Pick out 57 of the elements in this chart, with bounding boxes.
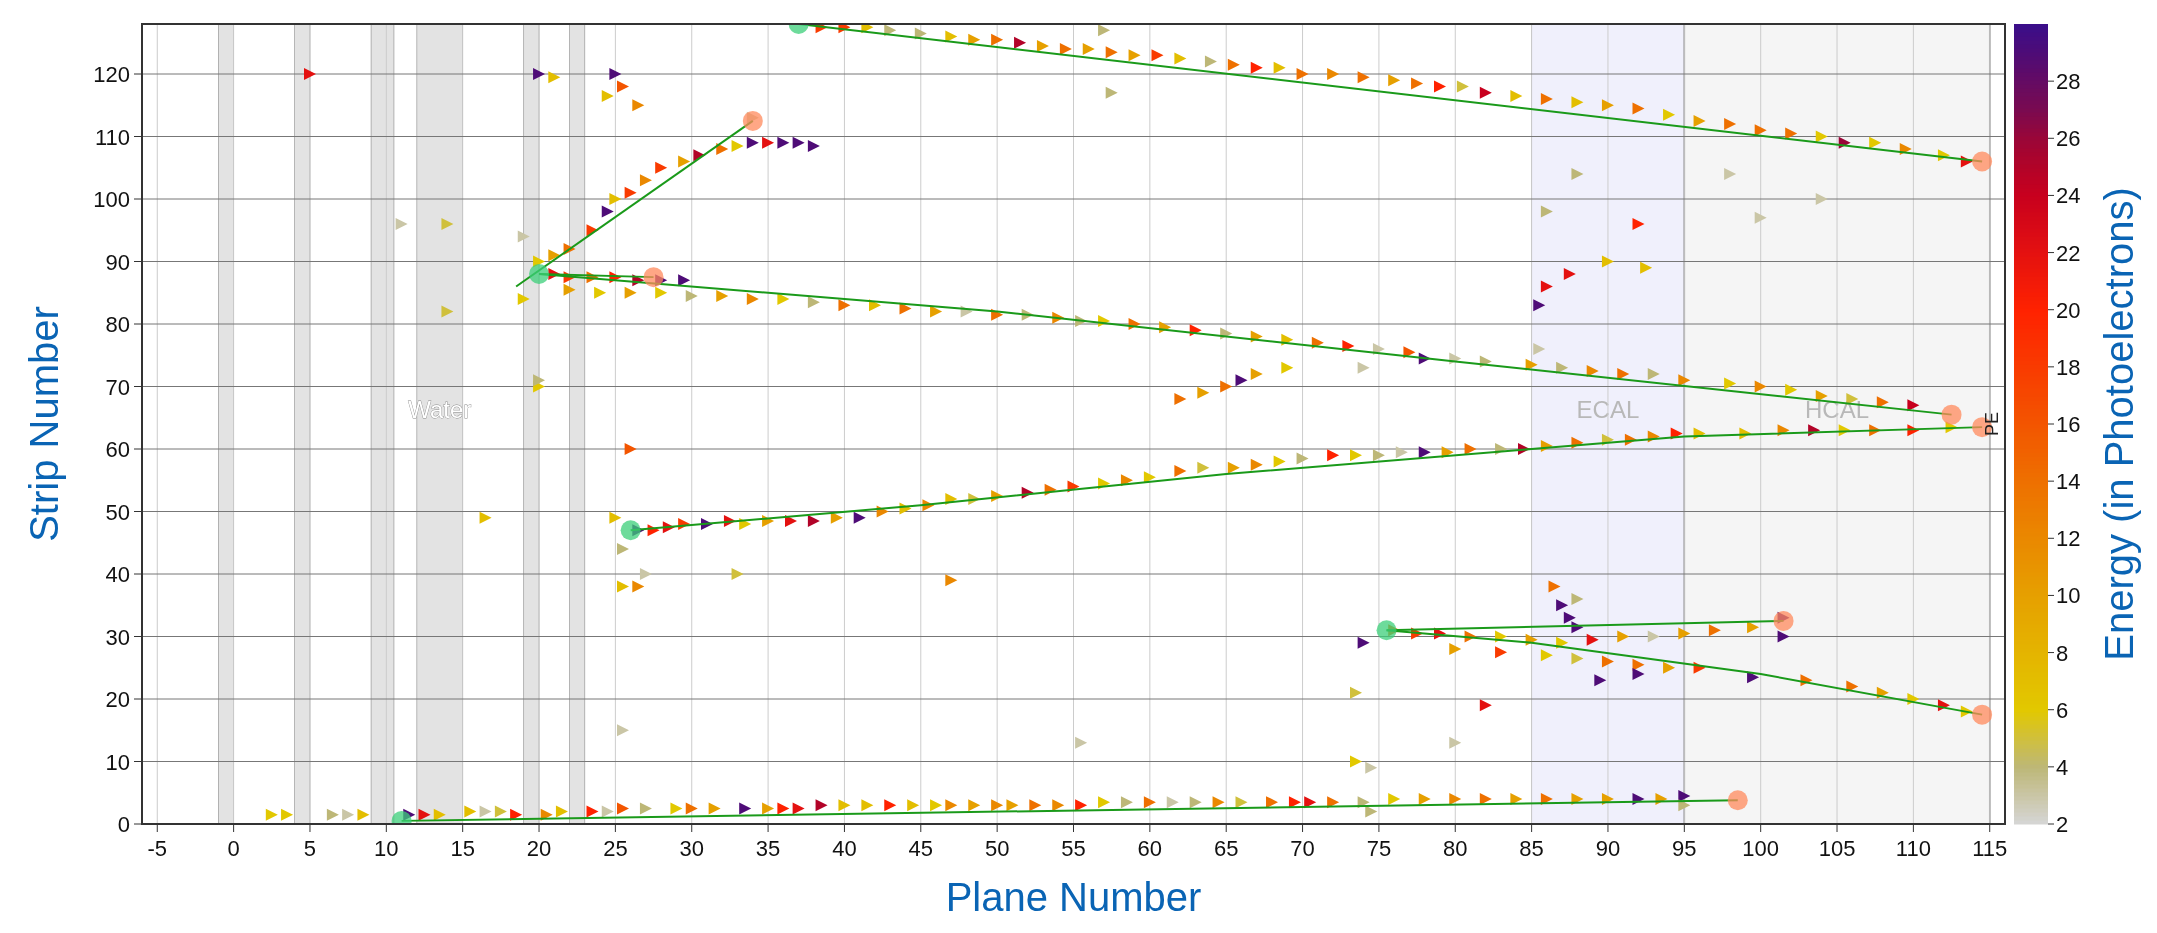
y-tick-label: 90 <box>105 249 130 275</box>
y-tick-label: 50 <box>105 499 130 525</box>
y-tick-label: 40 <box>105 562 130 587</box>
color-bar-label: 24 <box>2056 183 2081 209</box>
color-bar-label: 6 <box>2056 697 2069 723</box>
x-tick-label: 100 <box>1742 836 1780 861</box>
x-tick-label: 20 <box>526 836 552 861</box>
x-tick-label: 0 <box>227 836 240 861</box>
y-tick-label: 80 <box>105 312 130 337</box>
x-tick-label: 10 <box>374 836 399 861</box>
x-tick-label: 55 <box>1061 836 1086 861</box>
x-tick-label: 115 <box>1972 836 2008 861</box>
color-bar-label: 12 <box>2056 526 2081 552</box>
y-tick-label: 0 <box>117 812 130 837</box>
color-bar-label: 2 <box>2056 812 2069 837</box>
x-tick-label: 110 <box>1895 836 1931 861</box>
x-tick-label: 105 <box>1818 836 1856 861</box>
x-tick-label: 80 <box>1443 836 1468 861</box>
y-axis-title: Strip Number <box>22 306 66 542</box>
x-tick-label: 5 <box>303 836 317 861</box>
x-tick-label: 75 <box>1366 836 1392 861</box>
y-tick-label: 30 <box>105 624 130 650</box>
color-bar-label: 14 <box>2056 469 2081 495</box>
color-bar-label: 22 <box>2056 240 2081 266</box>
color-bar-label: 26 <box>2056 126 2081 152</box>
x-tick-label: 35 <box>755 836 781 861</box>
y-tick-label: 70 <box>105 374 130 400</box>
color-bar-label: 20 <box>2056 297 2081 323</box>
color-bar-label: 4 <box>2056 754 2069 780</box>
band-label: ECAL <box>1576 395 1640 423</box>
color-bar-label: 18 <box>2056 354 2081 380</box>
x-tick-label: -5 <box>147 836 168 861</box>
y-tick-label: 120 <box>93 62 130 87</box>
color-bar-label: 16 <box>2056 412 2081 437</box>
y-tick-label: 110 <box>94 124 130 150</box>
x-axis-title: Plane Number <box>945 875 1202 919</box>
color-bar-label: 10 <box>2056 583 2081 609</box>
x-tick-label: 45 <box>908 836 934 861</box>
x-tick-label: 15 <box>450 836 475 861</box>
x-tick-label: 40 <box>832 836 857 861</box>
x-tick-label: 95 <box>1672 836 1697 861</box>
x-tick-label: 65 <box>1213 836 1239 861</box>
x-tick-label: 60 <box>1137 836 1163 861</box>
y-tick-label: 60 <box>105 437 130 462</box>
color-bar-label: 28 <box>2056 69 2081 95</box>
x-tick-label: 25 <box>603 836 628 861</box>
y-tick-label: 20 <box>105 687 130 712</box>
x-tick-label: 70 <box>1290 836 1315 861</box>
x-tick-label: 30 <box>679 836 704 861</box>
color-bar-label: 8 <box>2056 640 2069 666</box>
y-tick-label: 100 <box>93 187 130 212</box>
x-tick-label: 50 <box>984 836 1010 861</box>
x-tick-label: 90 <box>1595 836 1621 861</box>
annotation: PE <box>1982 411 2002 437</box>
color-bar-title: Energy (in Photoelectrons) <box>2097 187 2141 661</box>
y-tick-label: 10 <box>105 749 130 775</box>
x-tick-label: 85 <box>1519 836 1544 861</box>
